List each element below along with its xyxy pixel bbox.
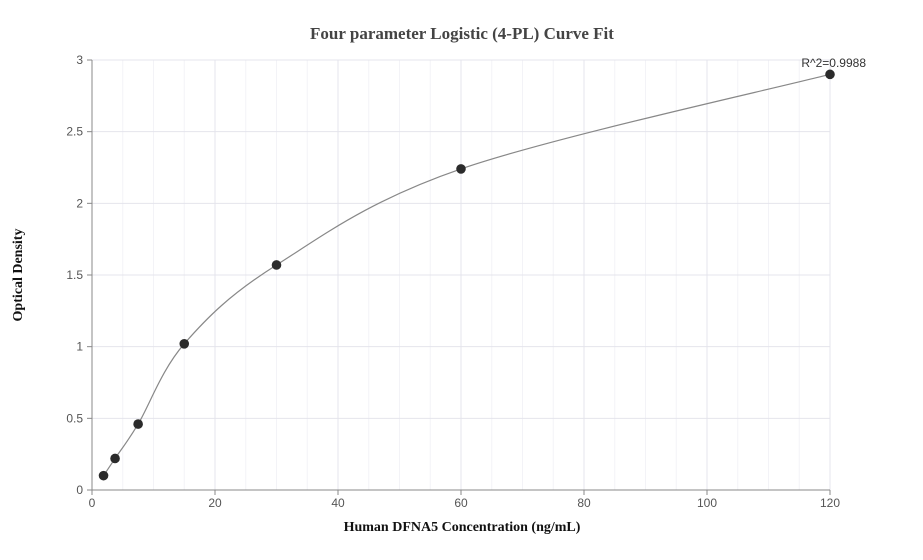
y-axis-label: Optical Density bbox=[11, 229, 26, 322]
r-squared-annotation: R^2=0.9988 bbox=[801, 56, 866, 70]
points-layer bbox=[98, 69, 835, 481]
data-point bbox=[456, 164, 466, 174]
x-tick-label: 100 bbox=[697, 496, 717, 510]
y-tick-label: 0 bbox=[76, 483, 83, 497]
data-point bbox=[110, 453, 120, 464]
data-point bbox=[133, 419, 143, 429]
data-point bbox=[179, 339, 190, 349]
grid-layer bbox=[92, 59, 831, 490]
x-tick-label: 20 bbox=[208, 496, 222, 510]
x-axis-label: Human DFNA5 Concentration (ng/mL) bbox=[344, 520, 581, 535]
y-tick-label: 2 bbox=[76, 196, 83, 210]
ticks-layer: 0 20 40 60 80 100 120 0 0.5 1 1.5 2 2.5 3 bbox=[66, 53, 840, 510]
data-point bbox=[271, 260, 282, 270]
x-tick-label: 0 bbox=[89, 496, 96, 510]
fit-curve bbox=[103, 73, 831, 477]
y-tick-label: 1.5 bbox=[66, 268, 83, 282]
chart-title: Four parameter Logistic (4-PL) Curve Fit bbox=[310, 24, 614, 43]
x-tick-label: 80 bbox=[577, 496, 591, 510]
y-tick-label: 3 bbox=[76, 53, 83, 67]
data-point bbox=[825, 69, 835, 80]
x-tick-label: 40 bbox=[331, 496, 345, 510]
data-point bbox=[98, 470, 109, 481]
y-tick-label: 2.5 bbox=[66, 125, 83, 139]
x-tick-label: 120 bbox=[820, 496, 840, 510]
y-tick-label: 0.5 bbox=[66, 411, 83, 425]
y-tick-label: 1 bbox=[76, 340, 83, 354]
x-tick-label: 60 bbox=[454, 496, 468, 510]
